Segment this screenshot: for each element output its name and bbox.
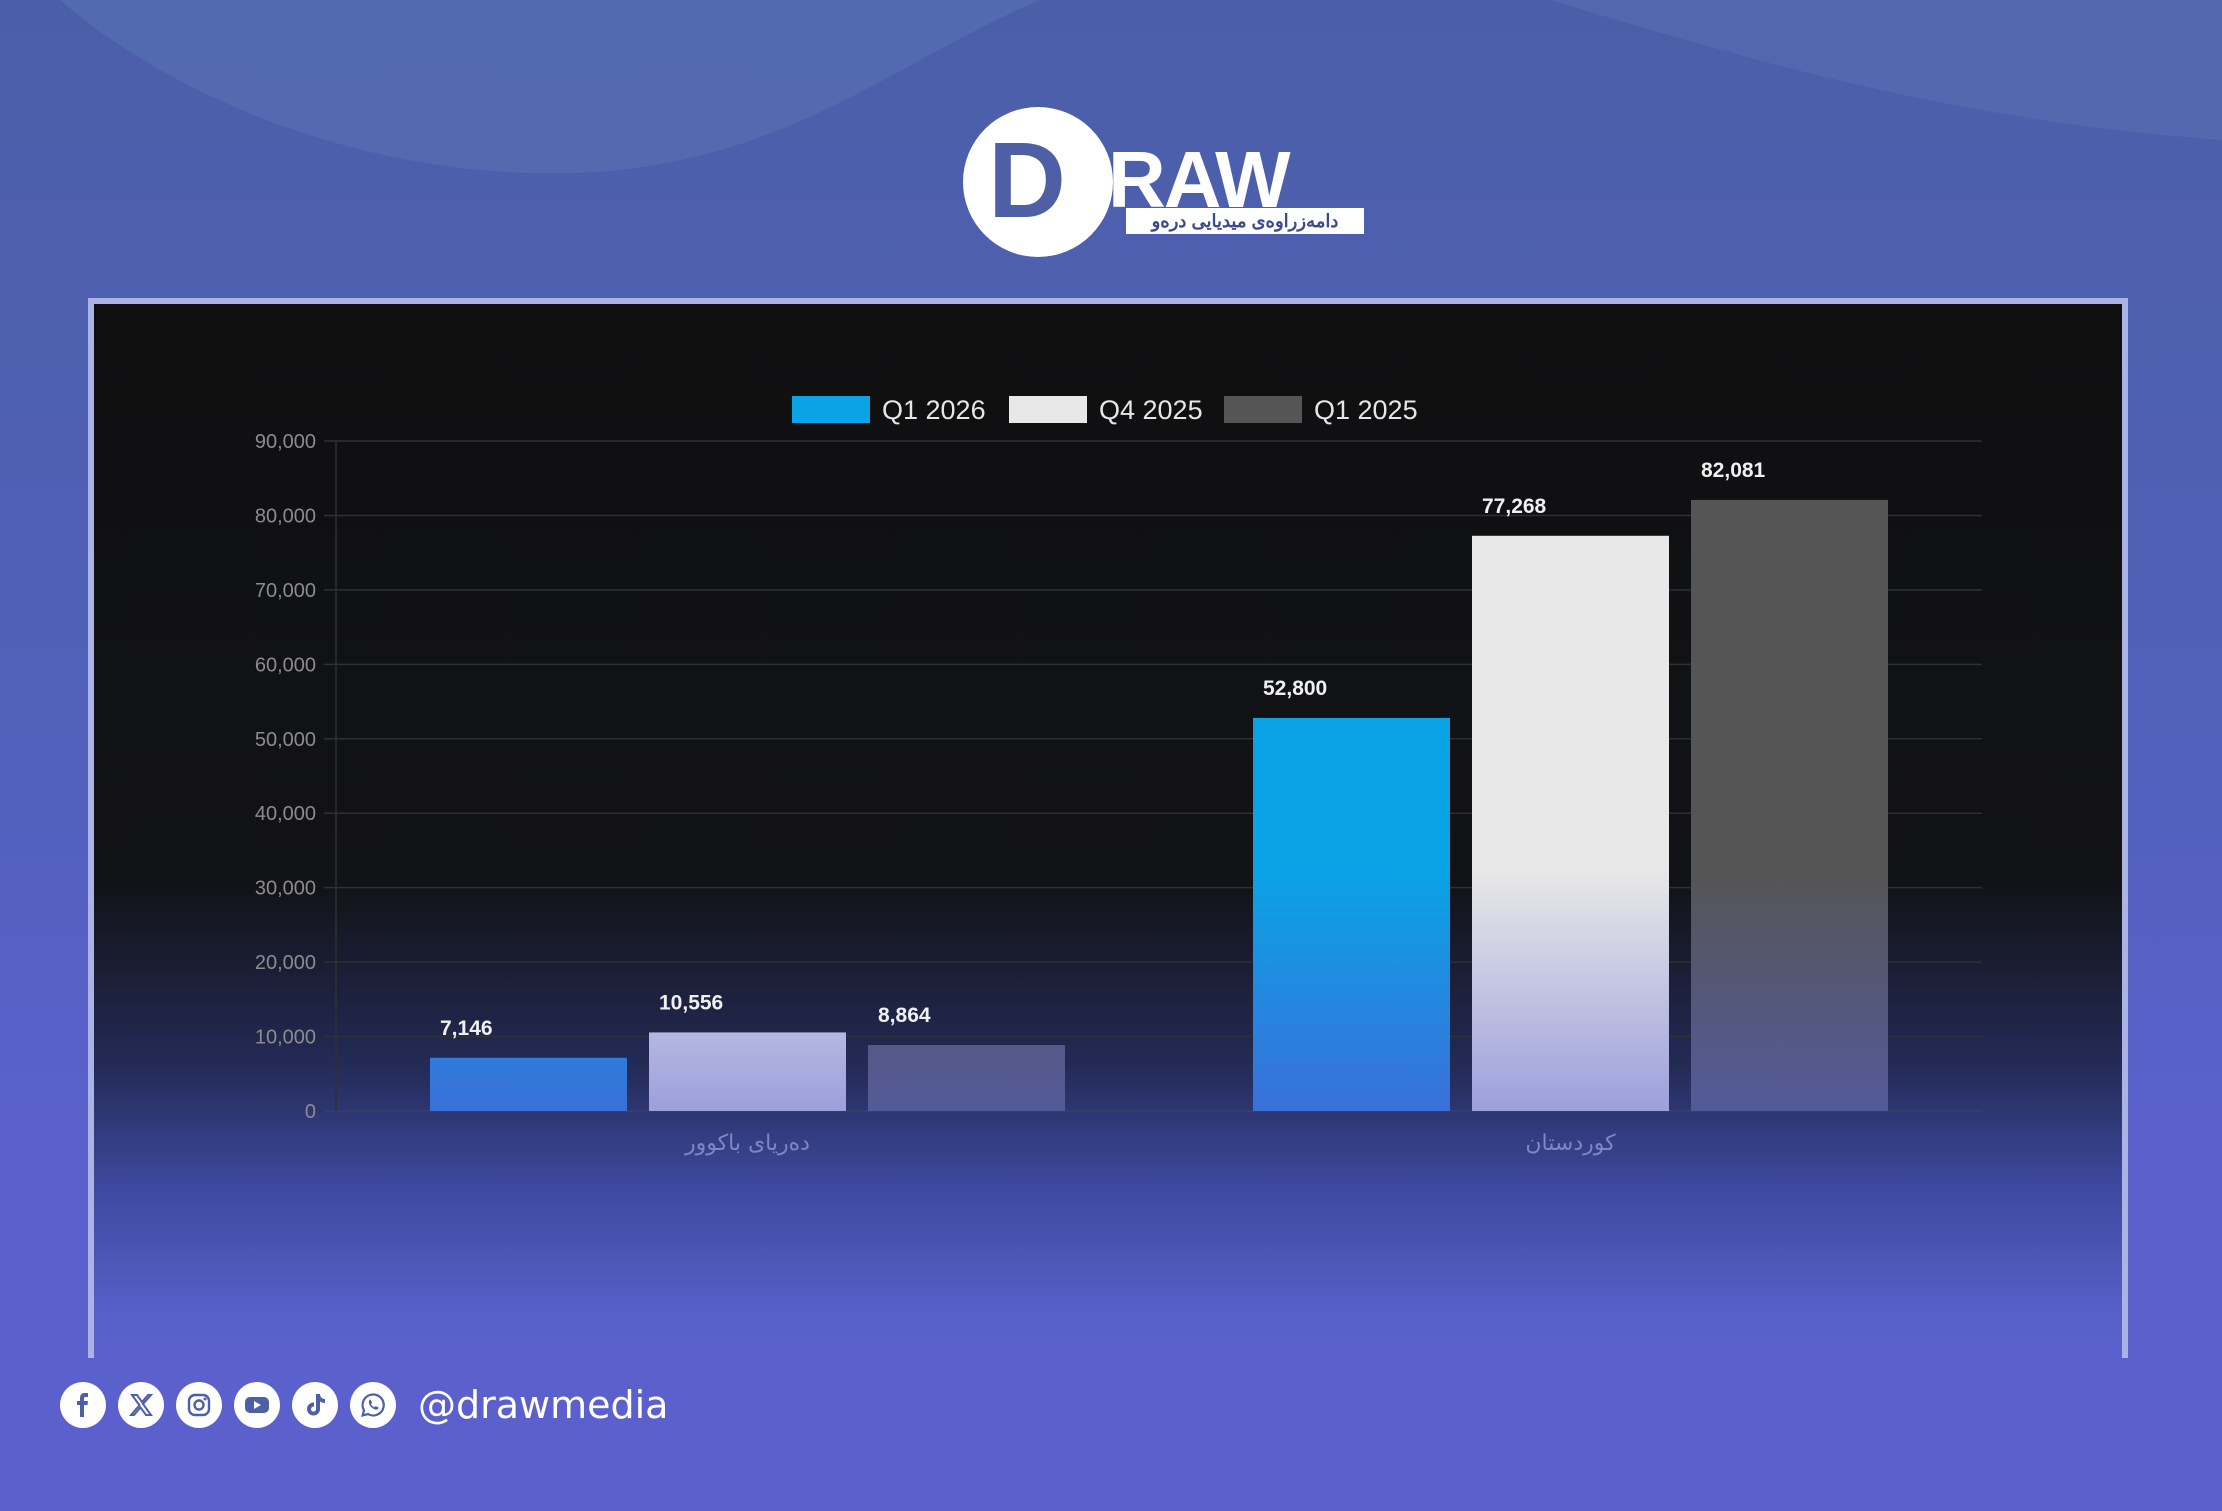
data-label: 7,146 — [440, 1017, 493, 1040]
legend-label: Q1 2025 — [1314, 395, 1418, 425]
data-label: 77,268 — [1482, 495, 1547, 518]
data-label: 8,864 — [878, 1004, 931, 1027]
legend-label: Q4 2025 — [1099, 395, 1203, 425]
legend-swatch — [1009, 396, 1087, 423]
category-label: کوردستان — [1525, 1131, 1616, 1156]
bar — [868, 1045, 1065, 1111]
y-tick-label: 30,000 — [255, 878, 316, 900]
tiktok-icon[interactable] — [292, 1382, 338, 1428]
bar — [1472, 535, 1669, 1111]
youtube-icon[interactable] — [234, 1382, 280, 1428]
y-tick-label: 70,000 — [255, 580, 316, 602]
social-handle: @drawmedia — [418, 1383, 669, 1427]
category-label: دەریای باکوور — [684, 1131, 810, 1156]
data-label: 52,800 — [1263, 677, 1327, 700]
legend-label: Q1 2026 — [882, 395, 986, 425]
y-tick-label: 50,000 — [255, 729, 316, 751]
whatsapp-icon[interactable] — [350, 1382, 396, 1428]
data-label: 82,081 — [1701, 459, 1766, 482]
social-footer: @drawmedia — [60, 1380, 668, 1430]
bar — [1691, 499, 1888, 1111]
logo-circle — [963, 107, 1113, 257]
legend-swatch — [792, 396, 870, 423]
draw-logo: D RAW دامەزراوەی میدیایی درەو — [960, 104, 1380, 264]
bar — [649, 1032, 846, 1111]
y-tick-label: 40,000 — [255, 803, 316, 825]
data-label: 10,556 — [659, 991, 723, 1014]
facebook-icon[interactable] — [60, 1382, 106, 1428]
logo-letter-d: D — [988, 119, 1066, 240]
chart-panel: 0 10,000 20,000 30,000 40,000 50,000 60,000 70,… — [88, 298, 2128, 1358]
y-tick-label: 90,000 — [255, 431, 316, 453]
y-tick-label: 80,000 — [255, 505, 316, 527]
logo-tagline: دامەزراوەی میدیایی درەو — [1126, 208, 1364, 234]
legend-swatch — [1224, 396, 1302, 423]
x-icon[interactable] — [118, 1382, 164, 1428]
y-tick-label: 10,000 — [255, 1027, 316, 1049]
y-tick-label: 60,000 — [255, 654, 316, 676]
background-waves — [60, 0, 2222, 174]
bar — [430, 1057, 627, 1111]
bar — [1253, 717, 1450, 1111]
logo-letters-raw: RAW — [1108, 135, 1291, 224]
y-tick-label: 20,000 — [255, 952, 316, 974]
y-tick-label: 0 — [305, 1101, 316, 1123]
instagram-icon[interactable] — [176, 1382, 222, 1428]
bar-chart: 0 10,000 20,000 30,000 40,000 50,000 60,000 70,… — [255, 395, 1982, 1156]
